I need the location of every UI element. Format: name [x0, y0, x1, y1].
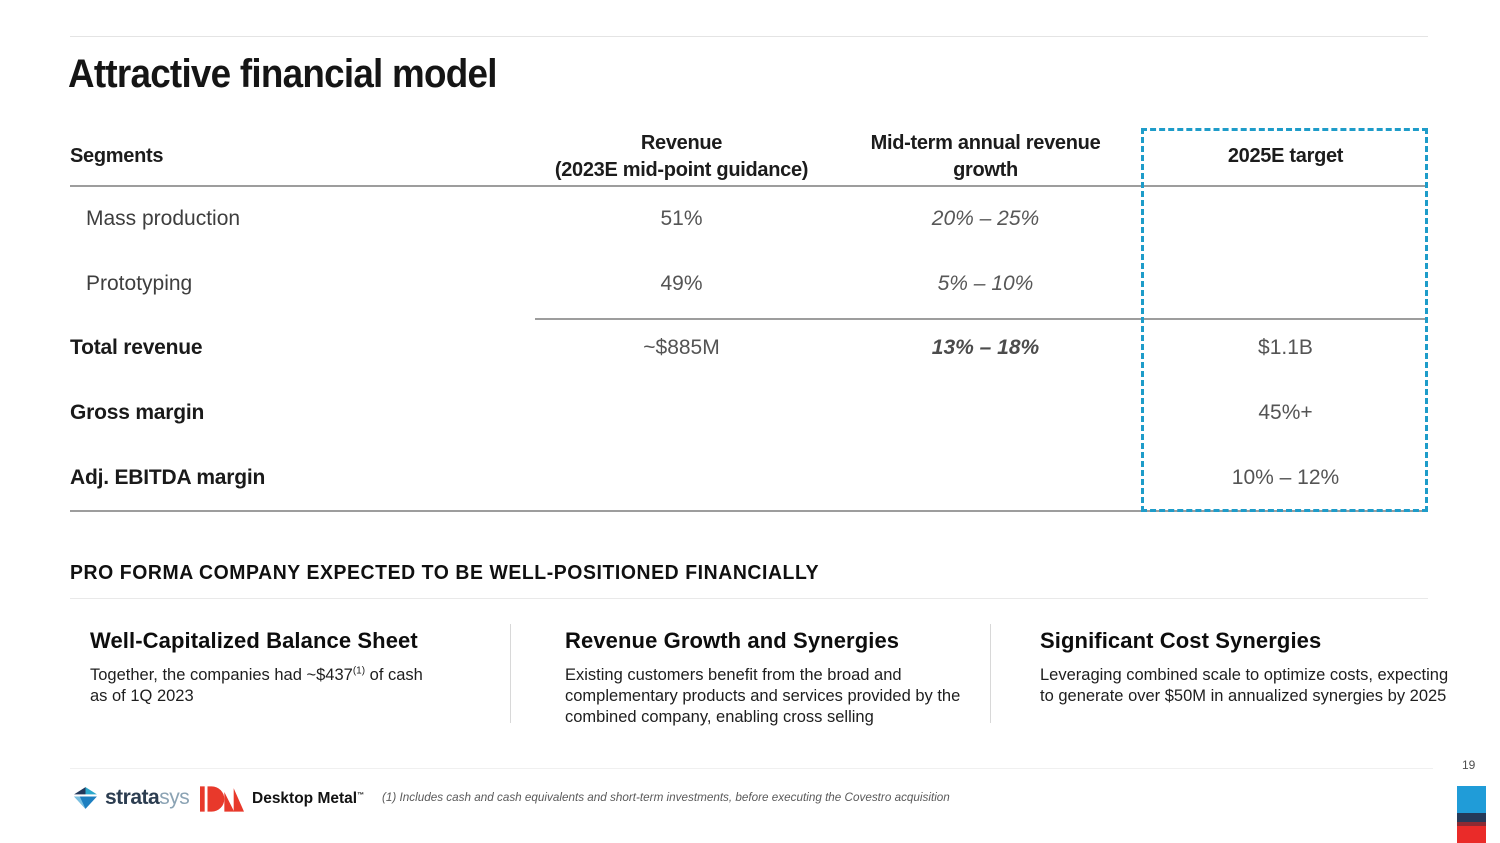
banner-divider-line	[70, 598, 1428, 599]
column-header-segments: Segments	[70, 128, 535, 185]
header-label: Segments	[70, 145, 164, 168]
trademark-symbol: ™	[357, 791, 365, 799]
page-number: 19	[1462, 758, 1476, 772]
highlight-heading: Revenue Growth and Synergies	[565, 628, 900, 653]
page-title: Attractive financial model	[68, 52, 497, 96]
highlight-body: Leveraging combined scale to optimize co…	[1040, 666, 1449, 705]
target-value: 45%+	[1258, 401, 1313, 425]
corner-brand-color-bar	[1457, 786, 1486, 843]
table-row: Prototyping 49% 5% – 10%	[70, 252, 1428, 317]
desktop-metal-logo: Desktop Metal™	[200, 786, 364, 812]
stratasys-icon	[74, 787, 97, 809]
table-header-row: Segments Revenue (2023E mid-point guidan…	[70, 128, 1428, 187]
subtotal-separator-line	[535, 318, 1428, 320]
header-label: growth	[953, 158, 1018, 181]
footer-divider-line	[70, 768, 1433, 769]
target-value: 10% – 12%	[1231, 465, 1340, 489]
header-label: Revenue	[640, 132, 723, 155]
table-row: Mass production 51% 20% – 25%	[70, 187, 1428, 252]
highlight-body-text: Together, the companies had ~$437	[90, 666, 353, 684]
column-header-growth: Mid-term annual revenue growth	[828, 128, 1143, 185]
top-divider-line	[70, 36, 1428, 37]
row-label: Mass production	[86, 207, 241, 231]
growth-value: 5% – 10%	[937, 271, 1034, 295]
highlight-divider	[510, 624, 511, 723]
highlight-body: Existing customers benefit from the broa…	[565, 666, 961, 726]
column-header-target: 2025E target	[1143, 128, 1428, 185]
color-stripe-blue	[1457, 786, 1486, 813]
table-row: Gross margin 45%+	[70, 381, 1428, 446]
row-label: Adj. EBITDA margin	[70, 465, 266, 489]
desktop-metal-text: Desktop Metal	[252, 790, 358, 807]
header-label: Mid-term annual revenue	[870, 132, 1101, 155]
growth-value: 20% – 25%	[931, 207, 1040, 231]
highlight-body-text: as of 1Q 2023	[90, 686, 194, 705]
highlight-divider	[990, 624, 991, 723]
growth-value: 13% – 18%	[931, 336, 1040, 360]
highlight-heading: Well-Capitalized Balance Sheet	[90, 628, 418, 653]
color-stripe-red	[1457, 826, 1486, 843]
footnote-marker: (1)	[352, 665, 366, 677]
column-header-revenue: Revenue (2023E mid-point guidance)	[535, 128, 828, 185]
financial-table: Segments Revenue (2023E mid-point guidan…	[70, 128, 1428, 512]
highlight-body-text: of cash	[365, 666, 423, 684]
highlight-card-cost-synergies: Significant Cost Synergies Leveraging co…	[1040, 628, 1452, 707]
row-label: Gross margin	[70, 401, 205, 425]
desktop-metal-wordmark: Desktop Metal™	[252, 790, 364, 808]
header-label: (2023E mid-point guidance)	[554, 158, 809, 181]
section-banner: PRO FORMA COMPANY EXPECTED TO BE WELL-PO…	[70, 562, 820, 584]
highlight-card-revenue-growth: Revenue Growth and Synergies Existing cu…	[565, 628, 997, 728]
table-row: Adj. EBITDA margin 10% – 12%	[70, 445, 1428, 510]
highlight-card-balance-sheet: Well-Capitalized Balance Sheet Together,…	[90, 628, 510, 707]
revenue-value: 49%	[660, 271, 703, 295]
revenue-value: 51%	[660, 207, 703, 231]
revenue-value: ~$885M	[643, 336, 720, 360]
highlight-heading: Significant Cost Synergies	[1040, 628, 1322, 653]
desktop-metal-icon	[200, 786, 244, 812]
header-label: 2025E target	[1227, 145, 1344, 168]
stratasys-logo: stratasys	[72, 785, 190, 810]
footnote-text: (1) Includes cash and cash equivalents a…	[382, 791, 950, 804]
color-stripe-darkred	[1457, 822, 1486, 826]
stratasys-wordmark: stratasys	[105, 785, 190, 810]
stratasys-wordmark-light: sys	[159, 785, 190, 809]
target-value: $1.1B	[1258, 336, 1313, 360]
stratasys-wordmark-bold: strata	[105, 785, 160, 809]
table-row: Total revenue ~$885M 13% – 18% $1.1B	[70, 316, 1428, 381]
row-label: Prototyping	[86, 271, 193, 295]
color-stripe-navy	[1457, 813, 1486, 822]
row-label: Total revenue	[70, 336, 203, 360]
highlight-body: Together, the companies had ~$437(1) of …	[90, 665, 510, 707]
